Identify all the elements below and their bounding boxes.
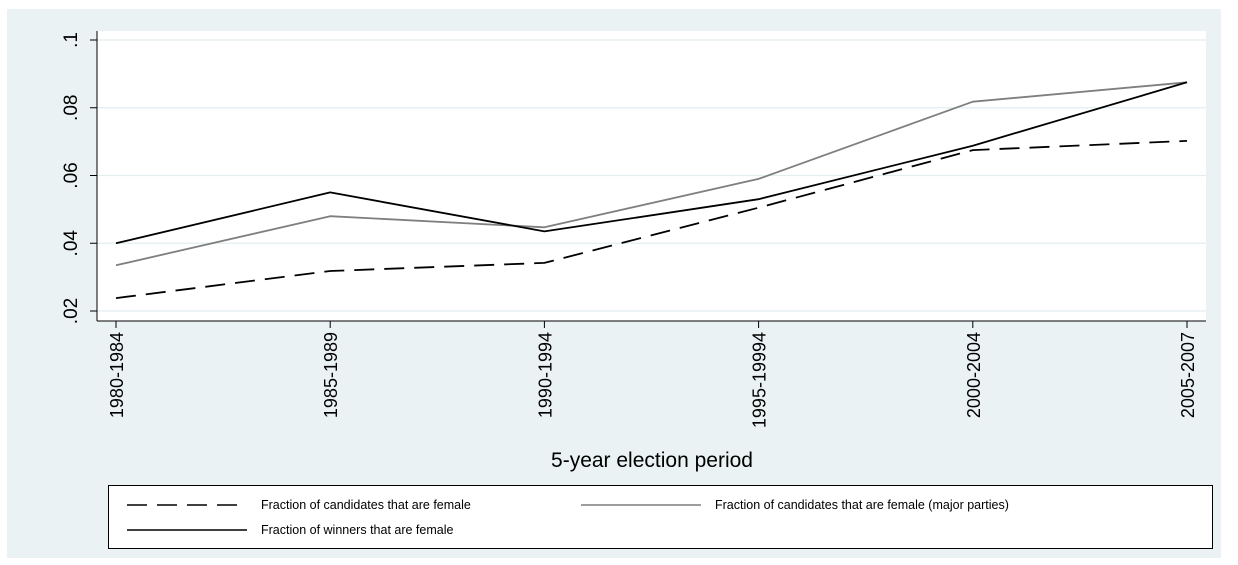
series-lines (115, 81, 1188, 299)
x-tick-label: 1995-19994 (750, 332, 770, 428)
legend-swatch-gray (581, 504, 701, 506)
x-axis-label: 5-year election period (551, 449, 753, 472)
legend-item-major-parties: Fraction of candidates that are female (… (581, 495, 1009, 515)
legend-item-candidates: Fraction of candidates that are female (127, 495, 471, 515)
line-chart: .02 .04 .06 .08 .1 1980-1984 1985-1989 1990-199… (61, 31, 1206, 472)
legend-label: Fraction of candidates that are female (… (715, 498, 1009, 512)
legend-item-winners: Fraction of winners that are female (127, 520, 453, 540)
y-tick-label: .08 (61, 95, 82, 121)
y-tick-label: .1 (61, 32, 82, 48)
series-line-2 (115, 81, 1188, 245)
chart-figure: .02 .04 .06 .08 .1 1980-1984 1985-1989 1990-199… (7, 9, 1221, 558)
x-tick-label: 1980-1984 (107, 332, 127, 418)
legend-swatch-dashed (127, 504, 247, 506)
series-line-1 (115, 81, 1188, 267)
legend: Fraction of candidates that are female F… (108, 485, 1213, 549)
y-tick-label: .06 (61, 162, 82, 188)
legend-label: Fraction of candidates that are female (261, 498, 471, 512)
grid-lines (97, 39, 1206, 312)
series-line-0 (115, 140, 1188, 299)
x-tick-label: 2005-2007 (1178, 332, 1198, 418)
y-tick-label: .04 (61, 230, 82, 257)
legend-swatch-black (127, 529, 247, 531)
y-tick-label: .02 (61, 298, 82, 324)
x-tick-label: 1985-1989 (321, 332, 341, 418)
tick-labels: .02 .04 .06 .08 .1 1980-1984 1985-1989 1990-199… (61, 32, 1198, 428)
x-tick-label: 2000-2004 (964, 332, 984, 418)
legend-label: Fraction of winners that are female (261, 523, 454, 537)
x-tick-label: 1990-1994 (535, 332, 555, 418)
axes (90, 31, 1206, 328)
